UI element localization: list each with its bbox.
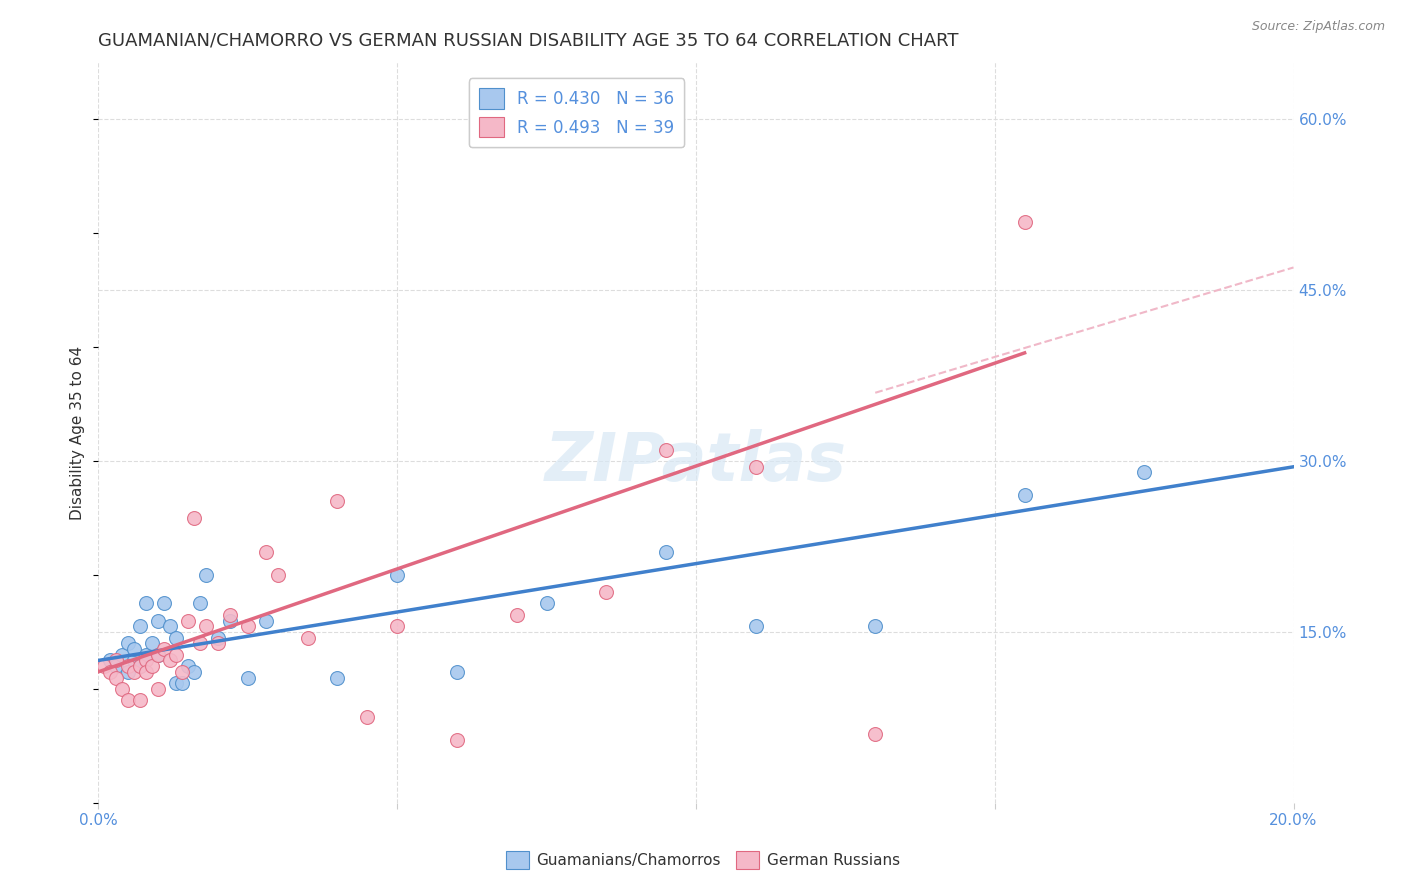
Point: [745, 619, 768, 633]
Point: [1014, 215, 1036, 229]
Point: [236, 671, 259, 685]
Point: [98, 665, 122, 679]
Point: [129, 659, 152, 673]
Point: [165, 676, 187, 690]
Point: [219, 614, 242, 628]
Point: [129, 619, 152, 633]
Legend: R = 0.430   N = 36, R = 0.493   N = 39: R = 0.430 N = 36, R = 0.493 N = 39: [468, 78, 685, 147]
Point: [385, 619, 409, 633]
Point: [446, 665, 468, 679]
Point: [93, 659, 115, 673]
Point: [254, 614, 277, 628]
Point: [595, 585, 617, 599]
Point: [165, 648, 187, 662]
Point: [159, 653, 181, 667]
Point: [105, 671, 128, 685]
Point: [141, 636, 163, 650]
Legend: Guamanians/Chamorros, German Russians: Guamanians/Chamorros, German Russians: [501, 845, 905, 875]
Point: [141, 659, 163, 673]
Text: ZIPatlas: ZIPatlas: [546, 429, 846, 495]
Point: [655, 442, 678, 457]
Point: [105, 659, 128, 673]
Point: [745, 459, 768, 474]
Point: [148, 648, 170, 662]
Point: [865, 727, 887, 741]
Point: [865, 619, 887, 633]
Point: [129, 659, 152, 673]
Point: [446, 733, 468, 747]
Point: [195, 568, 218, 582]
Point: [124, 653, 146, 667]
Point: [124, 665, 146, 679]
Point: [385, 568, 409, 582]
Point: [159, 619, 181, 633]
Point: [117, 693, 139, 707]
Point: [254, 545, 277, 559]
Point: [326, 671, 349, 685]
Point: [124, 642, 146, 657]
Text: Source: ZipAtlas.com: Source: ZipAtlas.com: [1251, 20, 1385, 33]
Point: [1014, 488, 1036, 502]
Point: [172, 665, 194, 679]
Point: [356, 710, 378, 724]
Point: [98, 653, 122, 667]
Point: [177, 659, 200, 673]
Point: [188, 597, 211, 611]
Point: [148, 681, 170, 696]
Point: [153, 642, 176, 657]
Point: [1133, 466, 1156, 480]
Point: [135, 653, 157, 667]
Point: [105, 653, 128, 667]
Point: [655, 545, 678, 559]
Point: [111, 681, 134, 696]
Point: [148, 614, 170, 628]
Point: [188, 636, 211, 650]
Point: [117, 659, 139, 673]
Point: [326, 494, 349, 508]
Point: [297, 631, 319, 645]
Point: [172, 676, 194, 690]
Point: [183, 665, 205, 679]
Text: GUAMANIAN/CHAMORRO VS GERMAN RUSSIAN DISABILITY AGE 35 TO 64 CORRELATION CHART: GUAMANIAN/CHAMORRO VS GERMAN RUSSIAN DIS…: [98, 32, 959, 50]
Point: [129, 693, 152, 707]
Point: [267, 568, 290, 582]
Point: [183, 511, 205, 525]
Point: [153, 597, 176, 611]
Point: [135, 665, 157, 679]
Point: [117, 636, 139, 650]
Point: [536, 597, 558, 611]
Point: [219, 607, 242, 622]
Point: [207, 636, 229, 650]
Y-axis label: Disability Age 35 to 64: Disability Age 35 to 64: [70, 345, 86, 520]
Point: [195, 619, 218, 633]
Point: [207, 631, 229, 645]
Point: [135, 648, 157, 662]
Point: [135, 597, 157, 611]
Point: [165, 631, 187, 645]
Point: [236, 619, 259, 633]
Point: [177, 614, 200, 628]
Point: [111, 648, 134, 662]
Point: [148, 648, 170, 662]
Point: [506, 607, 529, 622]
Point: [117, 665, 139, 679]
